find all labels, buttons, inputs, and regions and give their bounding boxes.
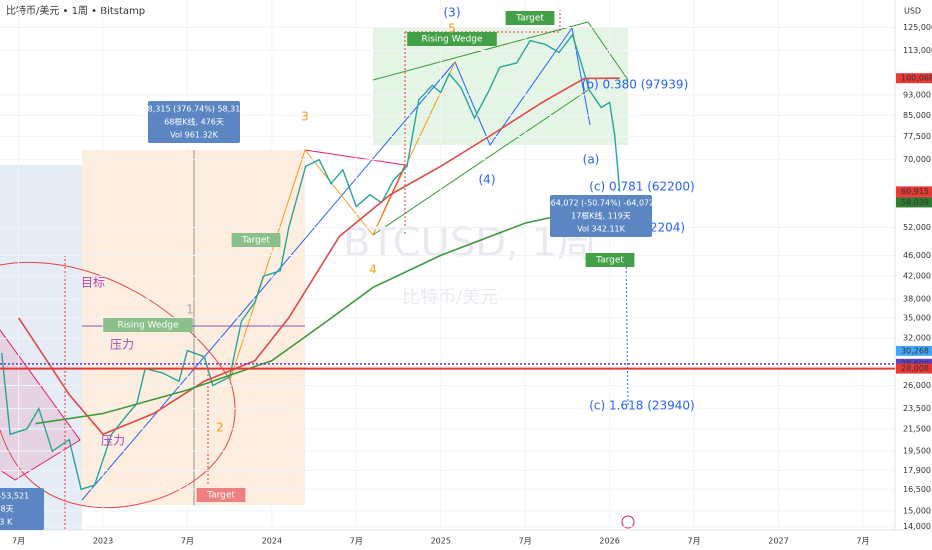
price-tag-label: 100,068 <box>901 74 932 83</box>
annotation: (a) <box>583 153 600 167</box>
annotation: 压力 <box>110 338 134 352</box>
y-tick-label: 35,000 <box>903 313 931 322</box>
price-tag-label: 58,039 <box>901 198 929 207</box>
x-tick-label: 2027 <box>768 537 788 546</box>
price-tag <box>896 73 932 84</box>
measure-text: 378天 <box>0 505 14 514</box>
annotation-badge <box>196 488 246 502</box>
y-tick-label: 46,000 <box>903 251 931 260</box>
price-tag-label: 28,008 <box>901 364 929 373</box>
x-tick-label: 2023 <box>93 537 113 546</box>
x-tick-label: 7月 <box>856 537 869 546</box>
y-tick-label: 42,000 <box>903 272 931 281</box>
y-tick-label: 38,000 <box>903 295 931 304</box>
annotation: Target <box>595 256 624 266</box>
measure-text: 57%) -53,521 <box>0 492 29 501</box>
wedge-line <box>372 21 629 81</box>
annotation: Rising Wedge <box>421 35 483 45</box>
annotation: 5 <box>448 22 456 36</box>
y-tick-label: 17,900 <box>903 466 931 475</box>
price-tag <box>896 197 932 208</box>
measure-text: 17根K线, 119天 <box>571 211 631 221</box>
annotation-badge <box>103 318 193 332</box>
y-tick-label: 23,500 <box>903 404 931 413</box>
measure-box <box>148 101 240 143</box>
annotation-badge <box>407 32 497 46</box>
triangle <box>0 329 81 481</box>
x-tick-label: 7月 <box>519 537 532 546</box>
y-tick-label: 14,000 <box>903 522 931 531</box>
grid <box>0 0 895 530</box>
annotation: Target <box>241 236 270 246</box>
measure-text: Vol 961.32K <box>170 131 219 140</box>
event-icon[interactable] <box>621 515 635 529</box>
annotation: (c) 1.618 (23940) <box>589 399 694 413</box>
drawings <box>0 0 932 531</box>
x-tick-label: 2024 <box>262 537 282 546</box>
range-shade <box>0 165 82 530</box>
annotation: (4) <box>479 173 496 187</box>
measure-text: .43 K <box>0 518 13 527</box>
annotation: 4 <box>369 263 377 277</box>
y-tick-label: 93,000 <box>903 90 931 99</box>
annotation-badge <box>585 253 635 267</box>
x-tick-label: 7月 <box>688 537 701 546</box>
price-line <box>17 77 620 436</box>
measure-box <box>550 195 652 237</box>
annotation-badge <box>505 11 555 25</box>
x-tick-label: 7月 <box>181 537 194 546</box>
measure-text: 58,315 (376.74%) 58,315 <box>143 105 246 114</box>
wedge-line <box>372 89 589 236</box>
measure-text: -64,072 (-50.74%) -64,072 <box>548 199 654 208</box>
y-tick-label: 21,500 <box>903 424 931 433</box>
y-tick-label: 125,000 <box>903 23 932 32</box>
annotation: 压力 <box>101 434 125 448</box>
x-tick-label: 2025 <box>431 537 451 546</box>
y-tick-label: 113,000 <box>903 46 932 55</box>
price-tag <box>896 186 932 197</box>
y-tick-label: 19,500 <box>903 447 931 456</box>
price-tag-label: 30,268 <box>901 346 929 355</box>
price-tag-label: 60,915 <box>901 187 929 196</box>
x-tick-label: 7月 <box>12 537 25 546</box>
price-line <box>1 33 621 491</box>
y-tick-label: 15,000 <box>903 506 931 515</box>
x-tick-label: 7月 <box>350 537 363 546</box>
y-tick-label: 16,500 <box>903 485 931 494</box>
y-tick-label: 26,000 <box>903 381 931 390</box>
x-tick-label: 2026 <box>599 537 619 546</box>
chart-title: 比特币/美元 • 1周 • Bitstamp <box>6 4 145 17</box>
price-tag <box>896 345 932 356</box>
target-line <box>405 10 561 33</box>
annotation: 3 <box>301 110 309 124</box>
annotation: 目标 <box>81 276 105 290</box>
range-shade <box>373 28 628 145</box>
measure-text: Vol 342.11K <box>577 225 626 234</box>
y-tick-label: 85,000 <box>903 111 931 120</box>
y-tick-label: 32,000 <box>903 334 931 343</box>
annotation: 2 <box>216 421 224 435</box>
watermark: 比特币/美元 <box>402 287 498 308</box>
annotation: Target <box>515 14 544 24</box>
annotation: (3) <box>444 6 461 20</box>
annotation: Rising Wedge <box>117 321 179 331</box>
wave-line <box>229 61 456 381</box>
price-line <box>35 201 620 425</box>
annotation: (b) 0.380 (97939) <box>582 78 689 92</box>
price-tag <box>896 363 932 374</box>
annotation: 1 <box>186 303 194 317</box>
annotation: Target <box>206 491 235 501</box>
currency-label: USD <box>904 7 921 16</box>
annotation: (c) 0.781 (62200) <box>589 180 694 194</box>
annotation-badge <box>231 233 281 247</box>
y-tick-label: 77,500 <box>903 132 931 141</box>
y-tick-label: 70,000 <box>903 155 931 164</box>
projection-line <box>625 254 629 406</box>
y-tick-label: 52,000 <box>903 223 931 232</box>
arc <box>0 261 236 509</box>
measure-box <box>0 488 44 530</box>
measure-text: 68根K线, 476天 <box>164 117 224 127</box>
